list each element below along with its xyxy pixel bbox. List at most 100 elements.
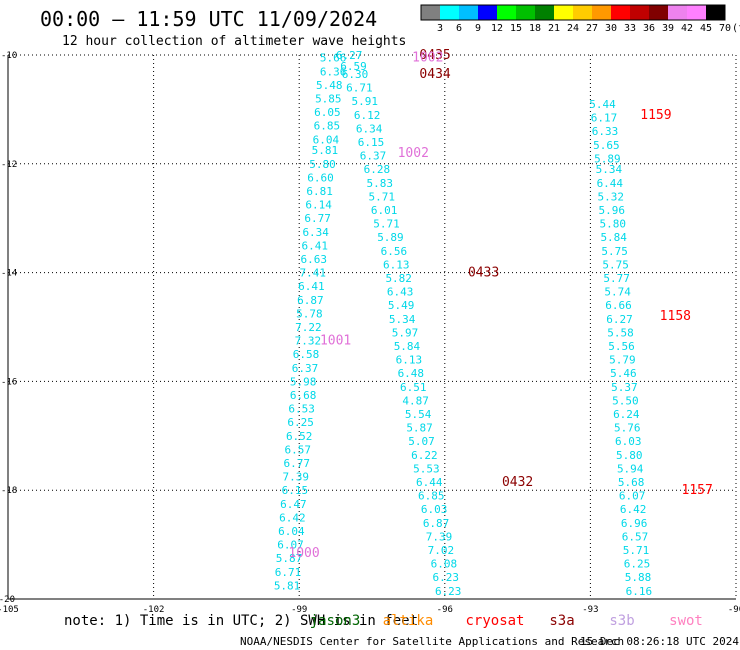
wave-height-label: 5.74 [604, 286, 631, 299]
time-label: 1000 [288, 546, 319, 561]
wave-height-label: 5.98 [290, 375, 317, 388]
legend-swatch [573, 5, 592, 20]
wave-height-label: 5.84 [600, 231, 627, 244]
wave-height-label: 4.87 [402, 394, 429, 407]
wave-height-label: 6.25 [287, 416, 314, 429]
legend-label: (ft) [732, 23, 740, 34]
wave-height-label: 6.24 [613, 408, 640, 421]
wave-height-label: 6.87 [297, 294, 324, 307]
time-label: 0432 [502, 475, 533, 490]
wave-height-label: 5.71 [623, 544, 650, 557]
wave-height-label: 6.42 [620, 503, 647, 516]
wave-height-label: 6.57 [622, 530, 649, 543]
legend-label: 15 [510, 23, 522, 34]
y-tick-label: -20 [0, 595, 15, 605]
wave-height-label: 6.58 [293, 348, 320, 361]
wave-height-label: 5.82 [385, 272, 412, 285]
wave-height-label: 7.39 [426, 530, 453, 543]
wave-height-label: 5.07 [408, 435, 435, 448]
wave-height-label: 5.48 [316, 79, 343, 92]
satellite-name-altika: altika [383, 613, 434, 629]
wave-height-label: 6.44 [597, 177, 624, 190]
wave-height-label: 5.96 [599, 204, 626, 217]
legend-label: 18 [529, 23, 541, 34]
wave-height-label: 5.94 [617, 462, 644, 475]
legend-label: 6 [456, 23, 462, 34]
legend-label: 39 [662, 23, 674, 34]
wave-height-label: 6.57 [284, 443, 311, 456]
wave-height-label: 6.41 [301, 239, 328, 252]
satellite-name-s3b: s3b [609, 613, 634, 629]
x-tick-label: -105 [0, 605, 19, 615]
wave-height-label: 6.12 [354, 109, 381, 122]
wave-height-label: 6.08 [431, 558, 458, 571]
wave-height-label: 6.37 [292, 362, 319, 375]
wave-height-label: 6.33 [592, 125, 619, 138]
wave-height-label: 6.34 [356, 122, 383, 135]
wave-height-label: 5.89 [377, 231, 404, 244]
wave-height-label: 7.22 [295, 321, 322, 334]
legend-swatch [440, 5, 459, 20]
chart-title: 00:00 – 11:59 UTC 11/09/2024 [40, 7, 377, 31]
legend-swatch [687, 5, 706, 20]
wave-height-label: 6.71 [346, 82, 373, 95]
wave-height-label: 5.54 [405, 408, 432, 421]
wave-height-label: 6.77 [284, 457, 311, 470]
wave-height-label: 5.58 [607, 326, 634, 339]
legend-swatch [535, 5, 554, 20]
wave-height-label: 6.03 [615, 435, 642, 448]
chart-subtitle: 12 hour collection of altimeter wave hei… [62, 34, 406, 49]
legend-swatch [497, 5, 516, 20]
wave-height-label: 5.68 [618, 476, 645, 489]
wave-height-label: 6.13 [383, 258, 410, 271]
wave-height-label: 5.75 [602, 258, 629, 271]
y-tick-label: -18 [1, 486, 17, 496]
legend-label: 21 [548, 23, 560, 34]
x-tick-label: -90 [728, 605, 740, 615]
wave-height-label: 5.44 [589, 98, 616, 111]
wave-height-label: 5.76 [614, 422, 641, 435]
time-label: 1002 [412, 51, 443, 66]
wave-height-label: 5.77 [603, 272, 630, 285]
wave-height-label: 6.01 [371, 204, 398, 217]
wave-height-label: 5.81 [274, 579, 301, 592]
wave-height-label: 6.28 [364, 163, 391, 176]
wave-height-label: 5.91 [351, 95, 378, 108]
wave-height-label: 6.05 [314, 106, 341, 119]
legend-label: 30 [605, 23, 617, 34]
wave-height-label: 5.50 [612, 394, 639, 407]
satellite-name-swot: swot [669, 613, 703, 629]
wave-height-label: 6.53 [288, 403, 315, 416]
time-label: 0434 [419, 67, 450, 82]
wave-height-label: 6.22 [411, 449, 438, 462]
y-tick-label: -10 [1, 51, 17, 61]
legend-swatch [459, 5, 478, 20]
wave-height-label: 6.68 [290, 389, 317, 402]
wave-height-label: 5.49 [388, 299, 415, 312]
wave-height-label: 6.96 [621, 517, 648, 530]
legend-swatch [668, 5, 687, 20]
legend-label: 9 [475, 23, 481, 34]
legend-label: 27 [586, 23, 598, 34]
wave-height-label: 6.25 [624, 558, 651, 571]
wave-height-label: 5.34 [596, 163, 623, 176]
wave-height-label: 6.23 [435, 585, 462, 598]
wave-height-marks: 5.666.365.485.856.056.856.045.815.806.60… [274, 48, 713, 598]
wave-height-label: 6.34 [302, 226, 329, 239]
satellite-name-s3a: s3a [549, 613, 574, 629]
footer-agency: NOAA/NESDIS Center for Satellite Applica… [240, 635, 624, 648]
wave-height-label: 6.15 [282, 484, 309, 497]
footer-timestamp: 15 Dec 08:26:18 UTC 2024 [580, 635, 739, 648]
wave-height-label: 6.52 [286, 430, 313, 443]
legend-label: 24 [567, 23, 579, 34]
wave-height-label: 5.46 [610, 367, 637, 380]
wave-height-label: 5.80 [616, 449, 643, 462]
wave-height-label: 6.03 [421, 503, 448, 516]
wave-height-label: 5.84 [394, 340, 421, 353]
wave-height-label: 7.02 [428, 544, 455, 557]
wave-height-label: 6.56 [381, 245, 408, 258]
wave-height-label: 5.80 [309, 158, 336, 171]
wave-height-label: 6.07 [619, 490, 646, 503]
wave-height-label: 6.81 [306, 185, 333, 198]
